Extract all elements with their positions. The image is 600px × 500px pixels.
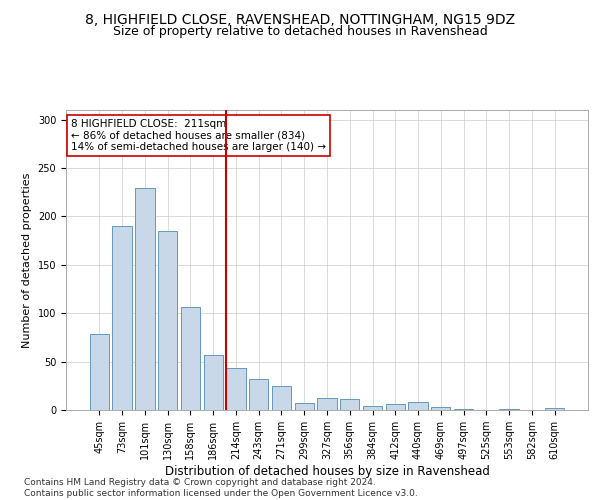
- Text: Size of property relative to detached houses in Ravenshead: Size of property relative to detached ho…: [113, 25, 487, 38]
- Text: Contains HM Land Registry data © Crown copyright and database right 2024.
Contai: Contains HM Land Registry data © Crown c…: [24, 478, 418, 498]
- Bar: [226, 368, 245, 410]
- Bar: [203, 355, 223, 410]
- Bar: [158, 231, 178, 410]
- Bar: [386, 404, 405, 410]
- Bar: [272, 386, 291, 410]
- Bar: [90, 334, 109, 410]
- Bar: [249, 379, 268, 410]
- Bar: [499, 409, 519, 410]
- Bar: [340, 400, 359, 410]
- Text: 8, HIGHFIELD CLOSE, RAVENSHEAD, NOTTINGHAM, NG15 9DZ: 8, HIGHFIELD CLOSE, RAVENSHEAD, NOTTINGH…: [85, 12, 515, 26]
- Bar: [317, 398, 337, 410]
- Bar: [295, 403, 314, 410]
- Bar: [409, 402, 428, 410]
- Bar: [545, 408, 564, 410]
- Bar: [431, 407, 451, 410]
- Text: 8 HIGHFIELD CLOSE:  211sqm
← 86% of detached houses are smaller (834)
14% of sem: 8 HIGHFIELD CLOSE: 211sqm ← 86% of detac…: [71, 119, 326, 152]
- Bar: [135, 188, 155, 410]
- X-axis label: Distribution of detached houses by size in Ravenshead: Distribution of detached houses by size …: [164, 465, 490, 478]
- Bar: [454, 409, 473, 410]
- Bar: [363, 406, 382, 410]
- Bar: [112, 226, 132, 410]
- Y-axis label: Number of detached properties: Number of detached properties: [22, 172, 32, 348]
- Bar: [181, 308, 200, 410]
